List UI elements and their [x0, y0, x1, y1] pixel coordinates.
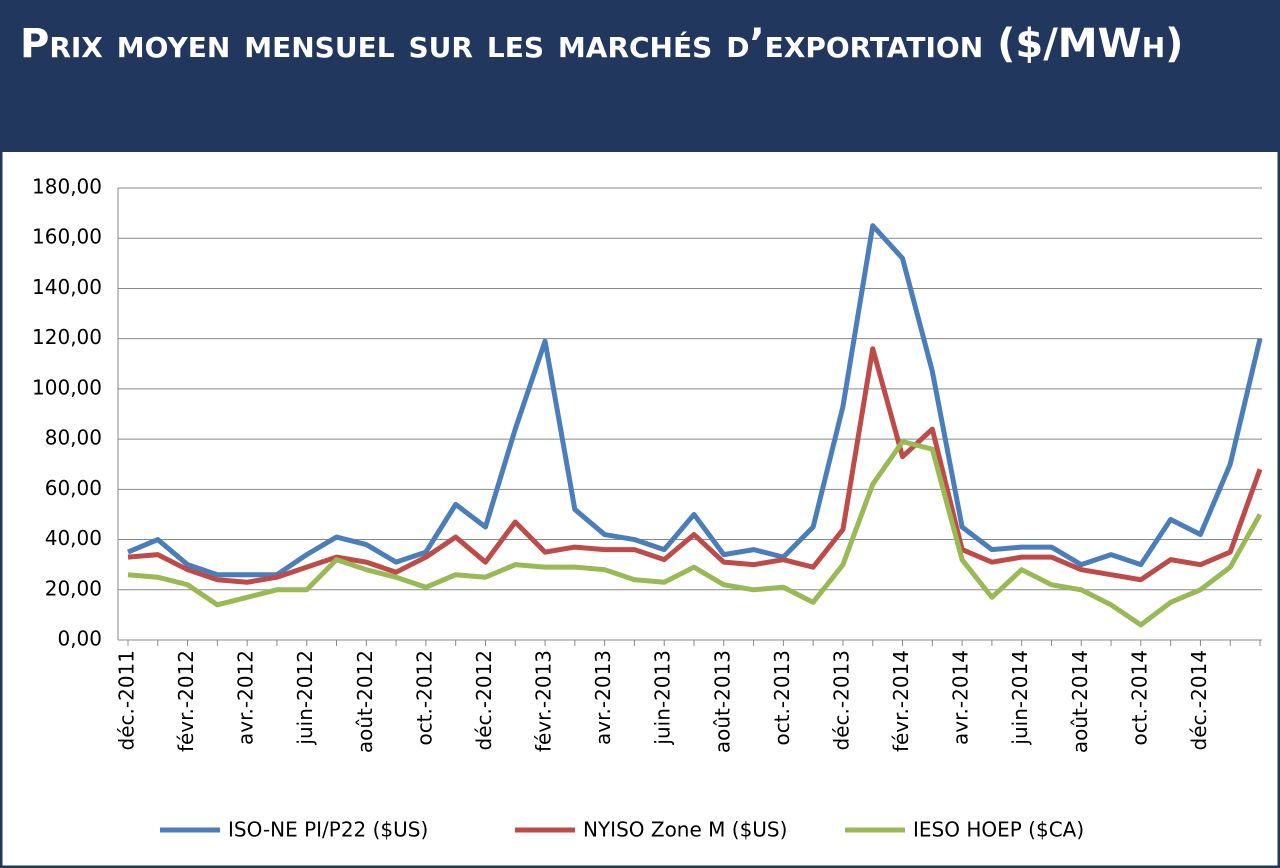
x-tick-label: avr.-2013 [591, 650, 615, 745]
x-tick-label: déc.-2011 [115, 650, 139, 750]
y-tick-label: 80,00 [45, 426, 102, 450]
y-tick-label: 0,00 [57, 627, 102, 651]
x-tick-label: oct.-2013 [770, 650, 794, 746]
y-tick-label: 20,00 [45, 576, 102, 600]
header [0, 0, 1280, 152]
series-line [127, 346, 1263, 585]
series-line [127, 439, 1263, 628]
x-tick-label: déc.-2014 [1187, 650, 1211, 750]
y-tick-label: 40,00 [45, 526, 102, 550]
y-tick-label: 160,00 [32, 225, 102, 249]
legend-label: IESO HOEP ($CA) [913, 818, 1084, 842]
x-tick-label: oct.-2012 [412, 650, 436, 746]
legend-label: NYISO Zone M ($US) [583, 818, 787, 842]
y-tick-label: 140,00 [32, 275, 102, 299]
title-box: Prix moyen mensuel sur les marchés d’exp… [20, 21, 1184, 67]
y-tick-label: 180,00 [32, 175, 102, 199]
x-tick-label: févr.-2014 [889, 650, 913, 752]
x-tick-label: déc.-2012 [472, 650, 496, 750]
y-tick-label: 100,00 [32, 375, 102, 399]
x-tick-label: avr.-2012 [234, 650, 258, 745]
x-tick-label: févr.-2013 [532, 650, 556, 752]
series-line [127, 223, 1263, 578]
x-tick-label: oct.-2014 [1127, 650, 1151, 746]
x-tick-label: juin-2014 [1008, 650, 1032, 746]
x-tick-label: août-2012 [353, 650, 377, 753]
chart-title: Prix moyen mensuel sur les marchés d’exp… [20, 21, 1184, 67]
legend-label: ISO-NE PI/P22 ($US) [228, 818, 428, 842]
x-tick-label: juin-2013 [651, 650, 675, 746]
y-tick-label: 120,00 [32, 325, 102, 349]
x-tick-label: août-2014 [1068, 650, 1092, 753]
x-tick-label: juin-2012 [293, 650, 317, 746]
y-tick-label: 60,00 [45, 476, 102, 500]
x-tick-label: avr.-2014 [949, 650, 973, 745]
x-tick-label: déc.-2013 [829, 650, 853, 750]
x-tick-label: août-2013 [710, 650, 734, 753]
x-tick-label: févr.-2012 [174, 650, 198, 752]
